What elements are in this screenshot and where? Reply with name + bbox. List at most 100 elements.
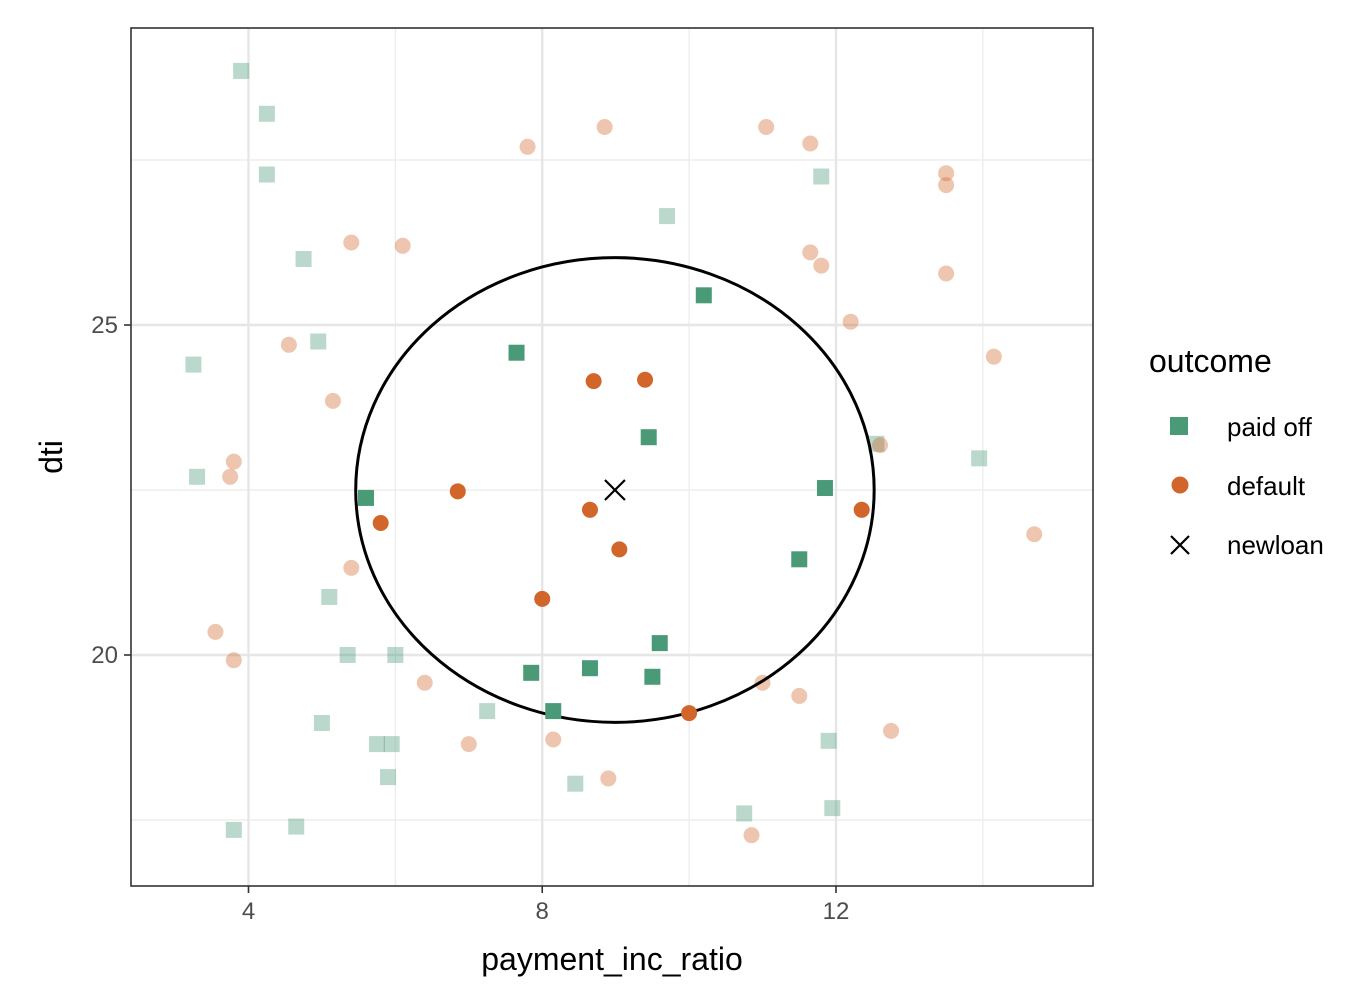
point-paid-off-outside [820, 732, 837, 749]
point-default-outside [985, 348, 1002, 365]
point-paid-off-outside [288, 818, 305, 835]
point-default-outside [791, 687, 808, 704]
point-paid-off-outside [258, 166, 275, 183]
point-paid-off-inside [357, 489, 374, 506]
point-default-outside [743, 827, 760, 844]
point-paid-off-outside [185, 356, 202, 373]
plot-panel-border [130, 27, 1094, 887]
point-paid-off-outside [258, 105, 275, 122]
point-default-outside [883, 722, 900, 739]
point-default-inside [611, 541, 628, 558]
point-default-outside [222, 468, 239, 485]
point-default-outside [842, 313, 859, 330]
point-default-outside [343, 559, 360, 576]
minor-gridlines [131, 28, 1093, 886]
point-default-inside [585, 373, 602, 390]
point-paid-off-outside [824, 800, 841, 817]
point-default-inside [681, 705, 698, 722]
point-default-outside [938, 265, 955, 282]
legend-label-paid-off: paid off [1227, 412, 1313, 442]
point-default-inside [853, 501, 870, 518]
point-default-outside [1026, 526, 1043, 543]
point-paid-off-outside [383, 736, 400, 753]
neighborhood-circle [354, 256, 876, 724]
point-paid-off-outside [387, 647, 404, 663]
point-paid-off-outside [813, 168, 830, 185]
legend-title: outcome [1149, 343, 1272, 379]
point-default-outside [207, 623, 224, 640]
inside-points [357, 287, 870, 722]
point-default-outside [872, 437, 889, 454]
axis-ticks [124, 324, 837, 893]
point-paid-off-outside [479, 703, 496, 720]
y-tick-label: 25 [91, 312, 118, 339]
point-paid-off-outside [225, 821, 242, 838]
major-gridlines [131, 28, 1093, 886]
point-default-outside [758, 119, 775, 135]
point-default-outside [394, 237, 411, 254]
point-default-inside [534, 590, 551, 607]
x-tick-label: 12 [823, 898, 850, 925]
point-default-outside [343, 234, 360, 251]
point-paid-off-outside [339, 647, 356, 663]
point-paid-off-inside [791, 551, 808, 568]
x-axis-title: payment_inc_ratio [481, 941, 742, 977]
point-paid-off-inside [651, 635, 668, 652]
point-default-outside [813, 257, 830, 274]
point-paid-off-outside [189, 468, 206, 485]
point-default-outside [324, 392, 341, 409]
point-paid-off-inside [644, 668, 661, 685]
point-paid-off-outside [310, 333, 327, 350]
point-paid-off-outside [313, 714, 330, 731]
point-paid-off-outside [659, 208, 676, 225]
x-tick-label: 8 [536, 898, 549, 925]
point-paid-off-inside [523, 664, 540, 681]
point-paid-off-inside [640, 429, 657, 446]
point-default-outside [802, 135, 819, 152]
point-paid-off-inside [581, 660, 598, 677]
point-paid-off-outside [369, 736, 386, 753]
point-paid-off-outside [321, 588, 338, 605]
point-default-outside [545, 731, 562, 748]
axis-tick-labels: 4 8 12 20 25 [91, 312, 849, 925]
point-paid-off-outside [567, 775, 584, 792]
point-default-outside [225, 453, 242, 470]
point-paid-off-outside [295, 251, 312, 267]
point-paid-off-inside [508, 344, 525, 361]
legend-key-default [1171, 476, 1189, 494]
y-tick-label: 20 [91, 642, 118, 669]
point-default-outside [938, 177, 955, 194]
point-default-outside [280, 336, 297, 353]
point-default-outside [802, 244, 819, 261]
point-paid-off-outside [868, 435, 885, 452]
point-paid-off-inside [695, 287, 712, 304]
newloan-marker [604, 479, 626, 501]
point-paid-off-outside [971, 450, 988, 467]
x-tick-label: 4 [242, 898, 255, 925]
legend-key-newloan [1170, 535, 1190, 555]
point-default-inside [449, 483, 466, 500]
point-default-inside [372, 515, 389, 531]
legend-label-newloan: newloan [1227, 530, 1324, 560]
point-default-outside [225, 652, 242, 669]
point-default-inside [637, 371, 654, 388]
outside-points [185, 62, 1043, 844]
legend: outcome paid off default newloan [1149, 343, 1324, 560]
point-paid-off-outside [380, 769, 397, 786]
point-paid-off-outside [233, 62, 250, 79]
point-paid-off-inside [816, 480, 833, 497]
point-default-outside [460, 736, 477, 753]
point-default-outside [596, 119, 613, 135]
point-default-outside [938, 165, 955, 182]
point-paid-off-outside [736, 805, 753, 822]
point-paid-off-inside [545, 703, 562, 720]
point-default-outside [519, 138, 536, 155]
y-axis-title: dti [33, 440, 69, 474]
legend-label-default: default [1227, 471, 1306, 501]
legend-key-paid-off [1170, 417, 1188, 435]
newloan-cross-b [604, 479, 626, 501]
point-default-inside [581, 501, 598, 518]
point-default-outside [416, 674, 433, 691]
